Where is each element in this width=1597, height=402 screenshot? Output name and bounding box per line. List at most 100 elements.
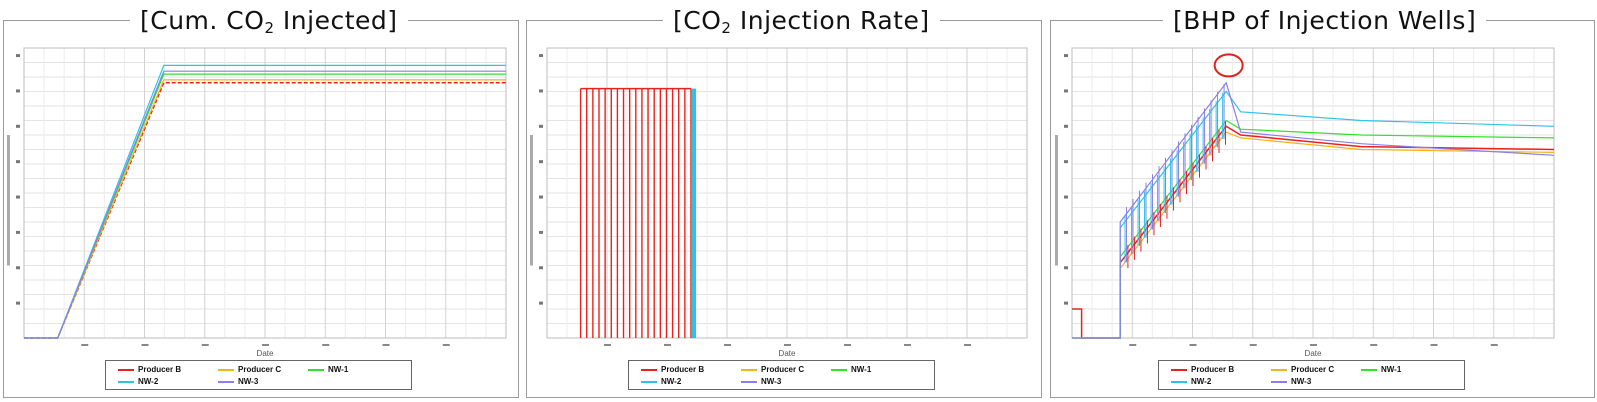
y-tick-stub (16, 160, 20, 164)
x-tick-stub (604, 344, 611, 346)
y-tick-stub (1064, 89, 1068, 93)
legend-swatch (218, 369, 234, 371)
y-tick-stub (539, 124, 543, 128)
series-line-nw-3 (1072, 81, 1555, 339)
legend-swatch (1271, 381, 1287, 383)
grid (546, 47, 1028, 339)
legend-label: Producer C (1291, 365, 1335, 374)
chart-title-pre: [BHP of Injection Wells] (1173, 6, 1477, 35)
legend-swatch (831, 369, 847, 371)
legend-swatch (118, 369, 134, 371)
chart-panel-injection-rate: Date [CO2 Injection Rate] Producer B Prod… (523, 0, 1043, 402)
legend-label: Producer B (661, 365, 705, 374)
x-tick-stub (322, 344, 330, 346)
chart-title-sub: 2 (721, 19, 732, 37)
legend-swatch (741, 369, 757, 371)
y-tick-stub (539, 266, 543, 270)
y-tick-stub (16, 266, 20, 270)
y-tick-stub (16, 54, 20, 58)
legend-swatch (741, 381, 757, 383)
x-tick-stub (201, 344, 209, 346)
y-tick-stub (1064, 230, 1068, 234)
x-tick-stub (262, 344, 269, 346)
legend-swatch (641, 369, 657, 371)
x-tick-stub (724, 344, 731, 346)
legend-label: NW-2 (661, 377, 682, 386)
y-tick-stub (16, 89, 20, 93)
y-tick-stub (1064, 54, 1068, 58)
y-tick-stub (1064, 160, 1068, 164)
legend-swatch (641, 381, 657, 383)
grid (23, 47, 507, 339)
legend-swatch (118, 381, 134, 383)
x-tick-stub (442, 344, 450, 346)
x-tick-stub (664, 344, 671, 346)
x-tick-stub (784, 344, 791, 346)
legend-swatch (308, 369, 324, 371)
chart-title: [Cum. CO2 Injected] (130, 6, 408, 43)
chart-svg-bhp: Date (1055, 47, 1555, 358)
legend-label: NW-3 (238, 377, 259, 386)
x-axis-label: Date (257, 349, 274, 358)
legend-swatch (1171, 369, 1187, 371)
chart-legend: Producer B Producer C NW-1 NW-2 NW-3 (628, 360, 935, 390)
axis-ticks (7, 54, 450, 346)
x-axis-label: Date (1305, 349, 1322, 358)
legend-swatch (1361, 369, 1377, 371)
chart-frame (526, 20, 1042, 398)
chart-title-sub: 2 (264, 19, 275, 37)
plot-border (1071, 47, 1555, 339)
legend-swatch (218, 381, 234, 383)
y-tick-stub (16, 195, 20, 199)
legend-label: NW-3 (761, 377, 782, 386)
x-axis-label: Date (779, 349, 796, 358)
legend-swatch (1271, 369, 1287, 371)
x-tick-stub (904, 344, 911, 346)
y-tick-stub (16, 301, 20, 305)
x-tick-stub (1490, 344, 1498, 346)
y-axis-label-stub (530, 135, 533, 266)
y-tick-stub (539, 54, 543, 58)
chart-title-pre: [CO (673, 6, 722, 35)
y-tick-stub (1064, 124, 1068, 128)
x-tick-stub (1129, 344, 1137, 346)
chart-title-post: Injection Rate] (731, 6, 930, 35)
chart-title-pre: [Cum. CO (140, 6, 265, 35)
y-tick-stub (539, 301, 543, 305)
y-tick-stub (1064, 266, 1068, 270)
y-tick-stub (16, 124, 20, 128)
highlight-circle (1213, 53, 1244, 78)
x-tick-stub (964, 344, 971, 346)
y-axis-label-stub (7, 135, 10, 266)
y-axis-label-stub (1055, 135, 1058, 266)
chart-title: [CO2 Injection Rate] (663, 6, 940, 43)
rate-bar-nw2 (692, 88, 696, 338)
chart-panel-cum-co2: Date [Cum. CO2 Injected] Producer B Produ… (0, 0, 520, 402)
legend-label: NW-1 (1381, 365, 1402, 374)
chart-title-post: Injected] (274, 6, 398, 35)
legend-label: NW-2 (138, 377, 159, 386)
x-tick-stub (141, 344, 149, 346)
y-tick-stub (539, 160, 543, 164)
y-tick-stub (539, 230, 543, 234)
axis-ticks (1055, 54, 1498, 346)
series-line-nw-3 (24, 70, 506, 339)
y-tick-stub (539, 195, 543, 199)
x-tick-stub (1310, 344, 1317, 346)
chart-legend: Producer B Producer C NW-1 NW-2 NW-3 (105, 360, 412, 390)
chart-legend: Producer B Producer C NW-1 NW-2 NW-3 (1158, 360, 1465, 390)
y-tick-stub (539, 89, 543, 93)
legend-label: NW-2 (1191, 377, 1212, 386)
pulse-bars (579, 87, 696, 338)
y-tick-stub (1064, 301, 1068, 305)
legend-label: NW-3 (1291, 377, 1312, 386)
plot-border (546, 47, 1028, 339)
legend-label: Producer B (138, 365, 182, 374)
chart-title: [BHP of Injection Wells] (1163, 6, 1487, 43)
axis-ticks (530, 54, 971, 346)
chart-panel-bhp: Date [BHP of Injection Wells] Producer B… (1048, 0, 1597, 402)
legend-label: NW-1 (851, 365, 872, 374)
x-tick-stub (81, 344, 89, 346)
legend-label: Producer C (238, 365, 282, 374)
legend-label: Producer B (1191, 365, 1235, 374)
